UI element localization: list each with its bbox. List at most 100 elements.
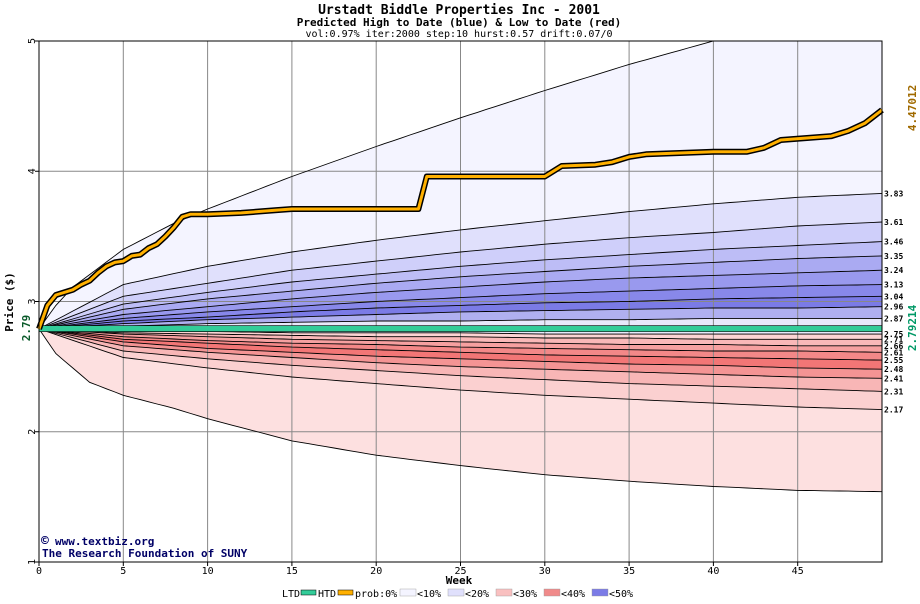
quantile-lines — [38, 40, 883, 493]
right-quantile-label: 3.04 — [884, 292, 903, 301]
quantile-line — [38, 328, 883, 370]
quantile-line — [38, 328, 883, 493]
lower-band — [39, 328, 882, 370]
right-quantile-label: 2.96 — [884, 303, 903, 312]
y-tick-label: 3 — [27, 298, 38, 304]
copyright-icon: © — [41, 534, 49, 549]
legend-item-label: <30% — [513, 589, 537, 600]
legend-item-label: <40% — [561, 589, 585, 600]
quantile-line — [38, 328, 883, 392]
lower-band — [39, 328, 882, 379]
credit-site: www.textbiz.org — [55, 535, 154, 548]
chart-params: vol:0.97% iter:2000 step:10 hurst:0.57 d… — [305, 29, 612, 40]
ltd-line — [38, 325, 883, 332]
legend-htd-swatch — [337, 589, 354, 596]
upper-band — [39, 193, 882, 329]
quantile-line — [38, 269, 883, 330]
right-quantile-label: 2.66 — [884, 342, 903, 351]
quantile-line — [38, 241, 883, 330]
right-quantile-label: 2.75 — [884, 330, 903, 339]
right-quantile-label: 2.17 — [884, 406, 903, 415]
right-quantile-labels: 3.83 3.61 3.46 3.35 3.24 3.13 3.04 2.96 2.87 2.75… — [884, 189, 903, 414]
x-tick-label: 30 — [539, 566, 551, 577]
quantile-line — [38, 306, 883, 330]
quantile-line — [38, 255, 883, 330]
y-tick-label: 4 — [27, 168, 38, 174]
y-tick-label: 2 — [27, 429, 38, 435]
quantile-line — [38, 328, 883, 411]
y-tick-label: 5 — [27, 38, 38, 44]
legend-ltd-swatch — [300, 589, 317, 596]
right-quantile-label: 2.61 — [884, 348, 903, 357]
legend-swatch — [399, 588, 417, 597]
legend-ltd-label: LTD — [282, 589, 300, 600]
legend: LTD HTD prob:0% <10% <20% <30% <40% <50% — [282, 588, 633, 600]
start-price-label: 2.79 — [20, 315, 33, 342]
x-tick-label: 35 — [623, 566, 635, 577]
htd-series — [36, 107, 884, 330]
upper-band — [39, 284, 882, 329]
right-quantile-label: 2.87 — [884, 314, 903, 323]
legend-item-label: <50% — [609, 589, 633, 600]
x-tick-label: 10 — [202, 566, 214, 577]
htd-final-label: 4.47012 — [906, 85, 919, 131]
legend-swatch — [495, 588, 513, 597]
y-ticks: 1 2 3 4 5 — [27, 38, 39, 565]
x-tick-label: 45 — [792, 566, 804, 577]
x-tick-label: 0 — [36, 566, 42, 577]
quantile-line — [38, 328, 883, 379]
right-quantile-label: 2.55 — [884, 356, 903, 365]
right-quantile-label: 3.24 — [884, 266, 903, 275]
right-quantile-label: 3.13 — [884, 281, 903, 290]
quantile-line — [38, 192, 883, 330]
y-tick-label: 1 — [27, 559, 38, 565]
lower-band — [39, 328, 882, 410]
quantile-line — [38, 295, 883, 330]
upper-band — [39, 222, 882, 329]
quantile-line — [38, 328, 882, 347]
x-ticks: 0 5 10 15 20 25 30 35 40 45 — [36, 562, 804, 577]
legend-swatch — [447, 588, 465, 597]
upper-band — [39, 270, 882, 329]
lower-band — [39, 328, 882, 361]
right-quantile-label: 2.71 — [884, 335, 903, 344]
legend-item-label: <20% — [465, 589, 489, 600]
quantile-line — [38, 328, 883, 353]
right-quantile-label: 3.61 — [884, 218, 903, 227]
chart-title: Urstadt Biddle Properties Inc - 2001 — [318, 3, 600, 18]
credit-org: The Research Foundation of SUNY — [42, 547, 248, 560]
right-quantile-label: 3.83 — [884, 189, 903, 198]
quantile-line — [38, 317, 882, 330]
legend-item-label: <10% — [417, 589, 441, 600]
lower-band — [39, 328, 882, 392]
lower-band — [39, 328, 882, 353]
x-tick-label: 40 — [707, 566, 719, 577]
upper-band — [39, 241, 882, 329]
ltd-final-label: 2.79214 — [906, 304, 919, 351]
quantile-line — [38, 328, 883, 361]
quantile-line — [38, 284, 883, 330]
right-quantile-label: 2.31 — [884, 387, 903, 396]
chart-subtitle: Predicted High to Date (blue) & Low to D… — [297, 16, 622, 29]
right-quantile-label: 3.35 — [884, 252, 903, 261]
htd-line — [37, 108, 883, 330]
x-axis-title: Week — [446, 574, 473, 587]
right-quantile-label: 2.48 — [884, 365, 903, 374]
quantile-line — [38, 328, 882, 340]
x-tick-label: 15 — [286, 566, 298, 577]
quantile-line — [38, 221, 883, 330]
right-quantile-label: 3.46 — [884, 238, 903, 247]
legend-htd-label: HTD — [318, 589, 336, 600]
legend-prob-label: prob:0% — [355, 589, 397, 600]
upper-band — [39, 296, 882, 329]
legend-items: <10% <20% <30% <40% <50% — [399, 588, 633, 600]
upper-band — [39, 255, 882, 329]
legend-swatch — [591, 588, 609, 597]
right-quantile-label: 2.41 — [884, 374, 903, 383]
y-axis-title: Price ($) — [3, 272, 16, 332]
legend-swatch — [543, 588, 561, 597]
x-tick-label: 20 — [370, 566, 382, 577]
x-tick-label: 25 — [454, 566, 466, 577]
